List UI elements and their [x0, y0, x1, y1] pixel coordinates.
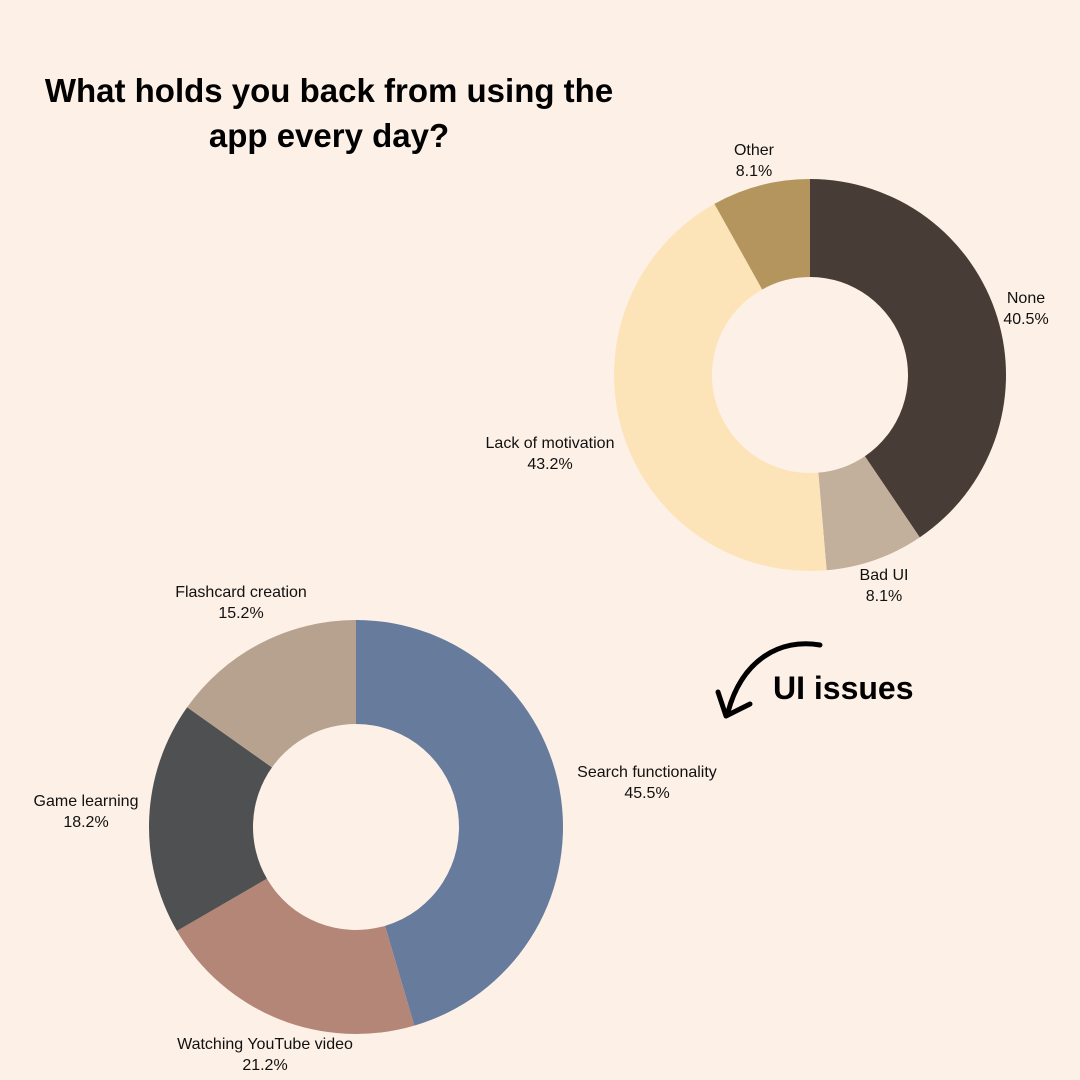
slice-label-lack-of-motivation: Lack of motivation	[486, 435, 615, 452]
slice-value-other: 8.1%	[736, 163, 772, 180]
slice-label-search-functionality: Search functionality	[577, 764, 717, 781]
donut-chart-ui-issues: Search functionality 45.5% Watching YouTub…	[34, 584, 717, 1074]
slice-label-none: None	[1007, 290, 1045, 307]
ui-issues-callout: UI issues	[773, 670, 914, 706]
slice-game-learning	[149, 707, 272, 931]
slice-value-none: 40.5%	[1003, 311, 1048, 328]
curved-arrow-icon	[725, 641, 823, 715]
slice-label-bad-ui: Bad UI	[860, 567, 909, 584]
slice-watching-youtube-video	[176, 878, 415, 1034]
slice-value-flashcard-creation: 15.2%	[218, 605, 263, 622]
slice-flashcard-creation	[187, 620, 356, 768]
slice-label-game-learning: Game learning	[34, 793, 139, 810]
page-title: What holds you back from using the app e…	[18, 68, 640, 158]
slice-search-functionality	[356, 620, 563, 1026]
slice-value-game-learning: 18.2%	[63, 814, 108, 831]
curved-arrow-head	[715, 689, 753, 719]
slice-lack-of-motivation	[613, 203, 827, 571]
slice-label-other: Other	[734, 142, 775, 159]
slice-value-watching-youtube-video: 21.2%	[242, 1057, 287, 1074]
donut-chart-holdbacks: None 40.5% Bad UI 8.1% Lack of motivation 43.…	[486, 142, 1049, 605]
slice-bad-ui	[818, 456, 920, 571]
slice-label-flashcard-creation: Flashcard creation	[175, 584, 307, 601]
slice-value-search-functionality: 45.5%	[624, 785, 669, 802]
title-line-1: What holds you back from using the	[44, 72, 614, 109]
slice-value-lack-of-motivation: 43.2%	[527, 456, 572, 473]
slice-value-bad-ui: 8.1%	[866, 588, 902, 605]
title-line-2: app every day?	[208, 117, 450, 154]
slice-none	[810, 178, 1006, 538]
slice-label-watching-youtube-video: Watching YouTube video	[177, 1036, 353, 1053]
slice-other	[714, 179, 810, 290]
